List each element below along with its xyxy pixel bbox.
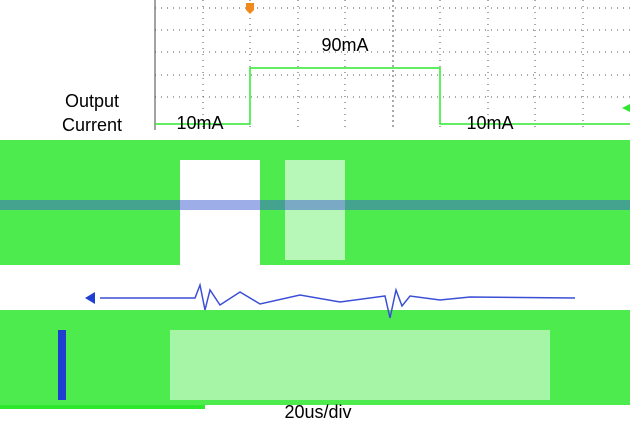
trace-label: Current [62, 115, 122, 135]
pulse-level-label: 90mA [321, 35, 368, 55]
noise-band [0, 405, 205, 409]
noise-band [58, 330, 66, 400]
trace-label: Output [65, 91, 119, 111]
noise-band [0, 200, 630, 210]
base-level-label: 10mA [176, 113, 223, 133]
noise-band [170, 330, 550, 400]
timebase-label: 20us/div [284, 402, 351, 422]
noise-band [180, 160, 260, 270]
scope-screenshot: 90mA Output Current 10mA 10mA 20us/div [0, 0, 630, 423]
base-level-label: 10mA [466, 113, 513, 133]
